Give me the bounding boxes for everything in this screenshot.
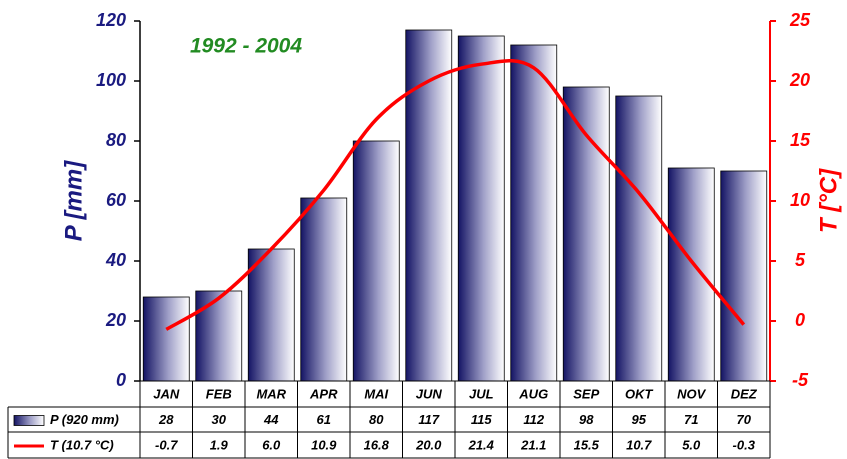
y-tick-label: 0: [116, 370, 126, 390]
y-tick-label: 120: [96, 10, 126, 30]
table-value: 117: [418, 412, 439, 427]
x-tick-label: JAN: [153, 386, 180, 401]
table-value: -0.3: [733, 437, 756, 452]
table-value: 95: [632, 412, 647, 427]
x-tick-label: MAR: [256, 386, 286, 401]
bar: [720, 170, 768, 382]
table-value: 5.0: [682, 437, 701, 452]
bar: [667, 167, 715, 382]
x-tick-label: OKT: [625, 386, 654, 401]
table-value: 80: [369, 412, 384, 427]
y-tick-label: 60: [106, 190, 126, 210]
annotation: 1992 - 2004: [190, 35, 302, 58]
table-value: 112: [523, 412, 544, 427]
bar: [562, 86, 610, 382]
bar: [300, 197, 348, 382]
bar: [195, 290, 243, 382]
table-value: 44: [263, 412, 279, 427]
table-value: 30: [212, 412, 227, 427]
legend-label: P (920 mm): [50, 412, 119, 427]
bar: [457, 35, 505, 382]
y2-tick-label: 5: [795, 250, 806, 270]
y-tick-label: 80: [106, 130, 126, 150]
x-tick-label: APR: [309, 386, 338, 401]
y2-tick-label: 0: [795, 310, 805, 330]
y2-tick-label: 15: [790, 130, 811, 150]
table-value: 20.0: [415, 437, 442, 452]
x-tick-label: DEZ: [731, 386, 758, 401]
table-value: 10.9: [311, 437, 337, 452]
y2-tick-label: 20: [789, 70, 810, 90]
table-value: 61: [317, 412, 331, 427]
x-tick-label: JUL: [469, 386, 494, 401]
y-tick-label: 20: [105, 310, 126, 330]
bar: [142, 296, 190, 382]
x-tick-label: FEB: [206, 386, 232, 401]
table-value: 98: [579, 412, 594, 427]
bar: [510, 44, 558, 382]
y-axis-label: P [mm]: [60, 160, 87, 241]
y2-tick-label: 25: [789, 10, 811, 30]
y-tick-label: 40: [105, 250, 126, 270]
bar: [352, 140, 400, 382]
legend-label: T (10.7 °C): [50, 437, 114, 452]
bar: [615, 95, 663, 382]
table-value: 71: [684, 412, 698, 427]
table-value: 21.1: [520, 437, 546, 452]
x-tick-label: MAI: [364, 386, 388, 401]
table-value: 70: [737, 412, 752, 427]
y2-tick-label: -5: [792, 370, 809, 390]
temperature-line: [165, 59, 746, 331]
x-tick-label: NOV: [677, 386, 707, 401]
x-tick-label: AUG: [518, 386, 548, 401]
y-tick-label: 100: [96, 70, 126, 90]
table-value: 16.8: [364, 437, 390, 452]
y2-axis-label: T [°C]: [815, 168, 842, 233]
table-value: 6.0: [262, 437, 281, 452]
table-value: 1.9: [210, 437, 229, 452]
table-value: 115: [471, 412, 492, 427]
legend-swatch: [13, 415, 45, 426]
table-value: -0.7: [155, 437, 178, 452]
table-value: 21.4: [468, 437, 495, 452]
y2-tick-label: 10: [790, 190, 810, 210]
table-value: 10.7: [626, 437, 652, 452]
x-tick-label: SEP: [573, 386, 599, 401]
table-value: 28: [158, 412, 174, 427]
bar: [247, 248, 295, 382]
table-value: 15.5: [574, 437, 600, 452]
x-tick-label: JUN: [416, 386, 443, 401]
